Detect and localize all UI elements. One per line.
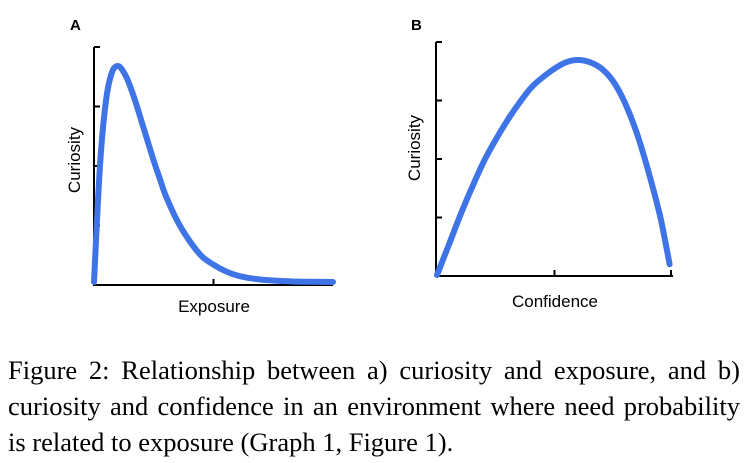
figure-caption: Figure 2: Relationship between a) curios… (8, 355, 740, 457)
panel-b-x-ticks (553, 270, 672, 276)
panel-a-label: A (70, 17, 81, 34)
panel-b-y-label: Curiosity (405, 114, 424, 181)
panel-b-y-ticks (436, 41, 442, 219)
figure-area: A Exposure Curiosity B Confidence Curios… (65, 17, 673, 316)
panel-a: A Exposure Curiosity (65, 17, 336, 316)
panel-a-x-label: Exposure (178, 297, 250, 316)
panel-a-y-label: Curiosity (65, 126, 84, 193)
panel-a-curve (91, 63, 336, 285)
panel-b-label: B (411, 17, 422, 34)
panel-b: B Confidence Curiosity (405, 17, 673, 311)
panel-b-x-label: Confidence (512, 292, 598, 311)
panel-b-curve (434, 57, 673, 278)
